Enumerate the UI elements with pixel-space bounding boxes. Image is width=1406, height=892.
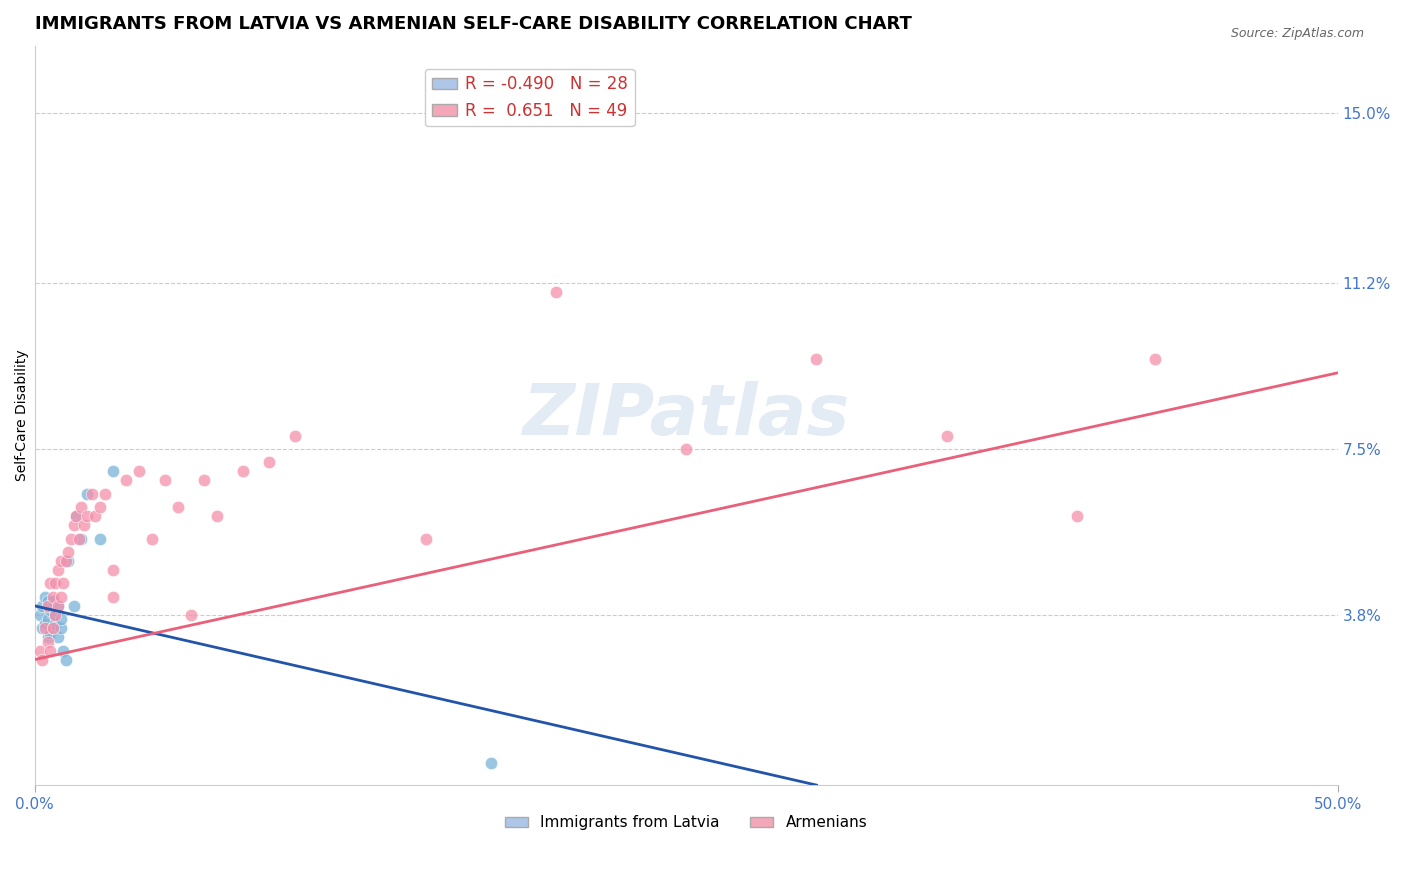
Point — [49, 554, 72, 568]
Point — [65, 509, 87, 524]
Text: ZIPatlas: ZIPatlas — [523, 381, 849, 450]
Point — [180, 607, 202, 622]
Point — [101, 563, 124, 577]
Point — [46, 630, 69, 644]
Point — [73, 518, 96, 533]
Point — [1144, 352, 1167, 367]
Point — [89, 532, 111, 546]
Point — [101, 464, 124, 478]
Point — [232, 464, 254, 478]
Point — [52, 643, 75, 657]
Point — [42, 621, 65, 635]
Point — [70, 500, 93, 515]
Point — [89, 500, 111, 515]
Point — [42, 590, 65, 604]
Point — [55, 652, 77, 666]
Point — [141, 532, 163, 546]
Point — [83, 509, 105, 524]
Point — [34, 590, 56, 604]
Point — [31, 652, 53, 666]
Point — [44, 607, 66, 622]
Point — [76, 487, 98, 501]
Point — [31, 599, 53, 613]
Point — [65, 509, 87, 524]
Point — [46, 563, 69, 577]
Point — [46, 599, 69, 613]
Text: Source: ZipAtlas.com: Source: ZipAtlas.com — [1230, 27, 1364, 40]
Point — [70, 532, 93, 546]
Point — [44, 576, 66, 591]
Point — [34, 616, 56, 631]
Point — [806, 352, 828, 367]
Point — [52, 576, 75, 591]
Point — [39, 643, 62, 657]
Point — [479, 756, 502, 770]
Point — [42, 621, 65, 635]
Point — [101, 590, 124, 604]
Text: IMMIGRANTS FROM LATVIA VS ARMENIAN SELF-CARE DISABILITY CORRELATION CHART: IMMIGRANTS FROM LATVIA VS ARMENIAN SELF-… — [35, 15, 911, 33]
Point — [31, 621, 53, 635]
Point — [44, 616, 66, 631]
Point — [675, 442, 697, 456]
Point — [62, 518, 84, 533]
Point — [37, 634, 59, 648]
Point — [62, 599, 84, 613]
Legend: Immigrants from Latvia, Armenians: Immigrants from Latvia, Armenians — [499, 809, 873, 837]
Point — [167, 500, 190, 515]
Point — [28, 607, 51, 622]
Y-axis label: Self-Care Disability: Self-Care Disability — [15, 350, 30, 481]
Point — [37, 594, 59, 608]
Point — [49, 612, 72, 626]
Point — [44, 607, 66, 622]
Point — [80, 487, 103, 501]
Point — [37, 612, 59, 626]
Point — [39, 625, 62, 640]
Point — [128, 464, 150, 478]
Point — [67, 532, 90, 546]
Point — [193, 474, 215, 488]
Point — [39, 603, 62, 617]
Point — [49, 621, 72, 635]
Point — [153, 474, 176, 488]
Point — [37, 630, 59, 644]
Point — [76, 509, 98, 524]
Point — [114, 474, 136, 488]
Point — [42, 594, 65, 608]
Point — [58, 545, 80, 559]
Point — [544, 285, 567, 300]
Point — [34, 621, 56, 635]
Point — [415, 532, 437, 546]
Point — [55, 554, 77, 568]
Point — [49, 590, 72, 604]
Point — [284, 428, 307, 442]
Point — [39, 576, 62, 591]
Point — [46, 599, 69, 613]
Point — [935, 428, 957, 442]
Point — [1066, 509, 1088, 524]
Point — [58, 554, 80, 568]
Point — [37, 599, 59, 613]
Point — [60, 532, 83, 546]
Point — [257, 455, 280, 469]
Point — [28, 643, 51, 657]
Point — [205, 509, 228, 524]
Point — [94, 487, 117, 501]
